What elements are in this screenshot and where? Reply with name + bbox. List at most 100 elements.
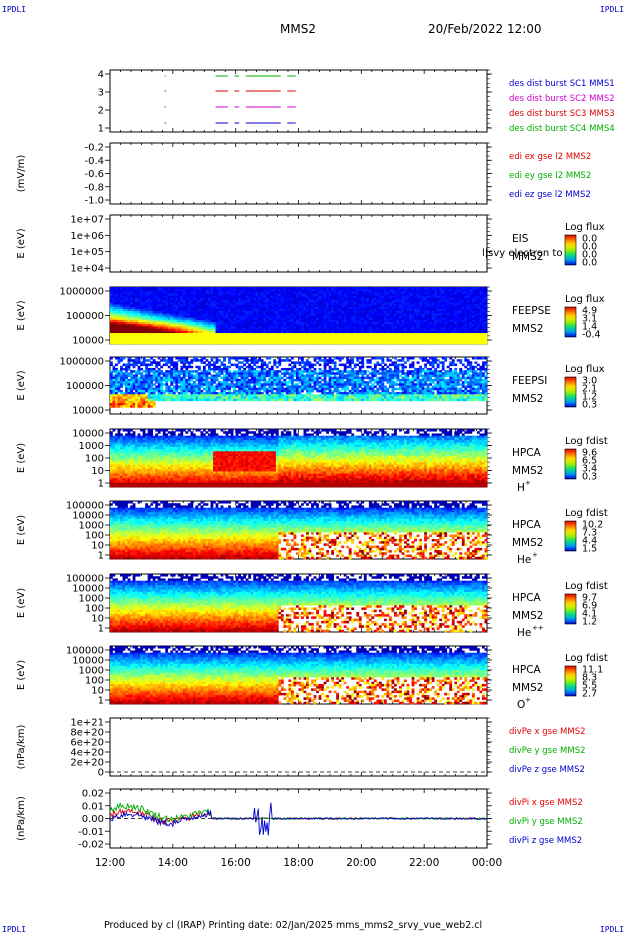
- colorbar: [564, 306, 577, 338]
- y-tick-label: 1000: [79, 441, 104, 452]
- colorbar-tick-label: 5.5: [582, 681, 597, 692]
- y-tick-label: 0.00: [82, 814, 104, 825]
- y-tick-label: 1: [98, 551, 104, 562]
- colorbar: [564, 593, 577, 625]
- instrument-label: FEEPSI: [512, 375, 547, 387]
- y-axis-label: E (eV): [16, 228, 27, 258]
- colorbar-title: Log flux: [565, 294, 605, 305]
- y-tick-label: 0.01: [82, 801, 104, 812]
- panel-eis: 1e+07 1e+06 1e+05 1e+04 E (eV) l|svy electron…: [16, 214, 605, 275]
- y-tick-label: 1: [98, 696, 104, 707]
- colorbar-tick-label: 4.9: [582, 306, 597, 317]
- colorbar-tick-label: 1.2: [582, 392, 597, 403]
- divpi-series-line: [109, 802, 488, 836]
- legend-entry: divPe y gse MMS2: [509, 746, 586, 756]
- y-axis-label: E (eV): [16, 300, 27, 330]
- y-tick-label: 0: [98, 768, 104, 779]
- y-tick-label: 3: [98, 88, 104, 99]
- colorbar: [564, 376, 577, 408]
- y-tick-label: 10: [91, 686, 104, 697]
- y-tick-label: 1: [98, 624, 104, 635]
- y-tick-label: 100: [85, 454, 104, 465]
- spacecraft-title: MMS2: [280, 22, 316, 36]
- y-tick-label: 4: [98, 70, 104, 81]
- y-tick-label: 6e+20: [70, 738, 104, 749]
- colorbar-tick-label: 4.4: [582, 536, 597, 547]
- y-tick-label: 4e+20: [70, 748, 104, 759]
- y-axis-label: E (eV): [16, 588, 27, 618]
- y-axis-label: E (eV): [16, 443, 27, 473]
- legend-entry: divPi x gse MMS2: [509, 798, 583, 808]
- panel-feepsi: 1000000 100000 10000 E (eV) Log flux3.02.11.…: [16, 356, 605, 417]
- y-tick-label: -0.4: [84, 156, 104, 167]
- colorbar-tick-label: 0.0: [582, 250, 597, 261]
- overlay-text: l|svy electron to: [482, 248, 562, 259]
- colorbar-tick-label: 0.0: [582, 234, 597, 245]
- colorbar: [564, 448, 577, 480]
- y-tick-label: -0.01: [78, 827, 104, 838]
- y-tick-label: -0.8: [84, 182, 104, 193]
- colorbar-tick-label: 3.0: [582, 376, 597, 387]
- panel-divpi: 0.020.01 0.00 -0.01 -0.02 (nPa/km) divPi x gs…: [16, 788, 583, 851]
- legend-entry: divPi z gse MMS2: [509, 836, 582, 846]
- y-tick-label: 10: [91, 466, 104, 477]
- colorbar-tick-label: 8.3: [582, 673, 597, 684]
- legend-entry: des dist burst SC4 MMS4: [509, 124, 615, 134]
- y-tick-label: 10000: [72, 406, 104, 417]
- y-tick-label: 1000000: [59, 357, 104, 368]
- panel-frame: [109, 717, 488, 777]
- colorbar-tick-label: 1.4: [582, 322, 597, 333]
- y-tick-label: 1e+06: [70, 231, 104, 242]
- y-tick-label: 100: [85, 676, 104, 687]
- y-tick-label: 0.02: [82, 789, 104, 800]
- colorbar-tick-label: 6.5: [582, 456, 597, 467]
- colorbar: [564, 665, 577, 697]
- panel-frame: [109, 142, 488, 205]
- colorbar-tick-label: 0.0: [582, 258, 597, 269]
- legend-entry: edi ez gse l2 MMS2: [509, 190, 591, 200]
- legend-entry: des dist burst SC1 MMS1: [509, 79, 615, 89]
- colorbar: [564, 520, 577, 552]
- panel-frame: [109, 214, 488, 273]
- y-axis-label: (nPa/km): [16, 796, 27, 841]
- species-label: O: [517, 699, 525, 711]
- y-tick-label: 1: [98, 479, 104, 490]
- y-tick-label: 1: [98, 124, 104, 135]
- spacecraft-label: MMS2: [512, 682, 543, 694]
- instrument-label: HPCA: [512, 519, 542, 531]
- colorbar-title: Log flux: [565, 364, 605, 375]
- corner-label-bottom-right: IPDLI: [600, 925, 624, 934]
- y-tick-label: 1000000: [59, 287, 104, 298]
- y-tick-label: 2: [98, 106, 104, 117]
- y-tick-label: 100000: [66, 646, 104, 657]
- y-tick-label: 1000: [79, 521, 104, 532]
- datetime-title: 20/Feb/2022 12:00: [428, 22, 542, 36]
- y-tick-label: 8e+20: [70, 728, 104, 739]
- y-tick-label: 100: [85, 531, 104, 542]
- colorbar-title: Log fdist: [565, 581, 608, 592]
- y-tick-label: -0.2: [84, 143, 104, 154]
- y-tick-label: 100000: [66, 311, 104, 322]
- spacecraft-label: MMS2: [512, 323, 543, 335]
- x-tick-label: 16:00: [221, 857, 251, 869]
- spacecraft-label: MMS2: [512, 610, 543, 622]
- x-tick-label: 12:00: [95, 857, 125, 869]
- instrument-label: EIS: [512, 233, 529, 245]
- legend-entry: edi ex gse l2 MMS2: [509, 152, 591, 162]
- y-axis-label: E (eV): [16, 660, 27, 690]
- y-axis-label: (mV/m): [16, 155, 27, 193]
- spacecraft-label: MMS2: [512, 251, 543, 263]
- spacecraft-label: MMS2: [512, 393, 543, 405]
- legend-entry: edi ey gse l2 MMS2: [509, 171, 591, 181]
- y-tick-label: 10000: [72, 584, 104, 595]
- colorbar-tick-label: 6.9: [582, 601, 597, 612]
- y-tick-label: 10000: [72, 511, 104, 522]
- corner-label-bottom-left: IPDLI: [2, 925, 26, 934]
- y-axis-label: E (eV): [16, 370, 27, 400]
- instrument-label: HPCA: [512, 592, 542, 604]
